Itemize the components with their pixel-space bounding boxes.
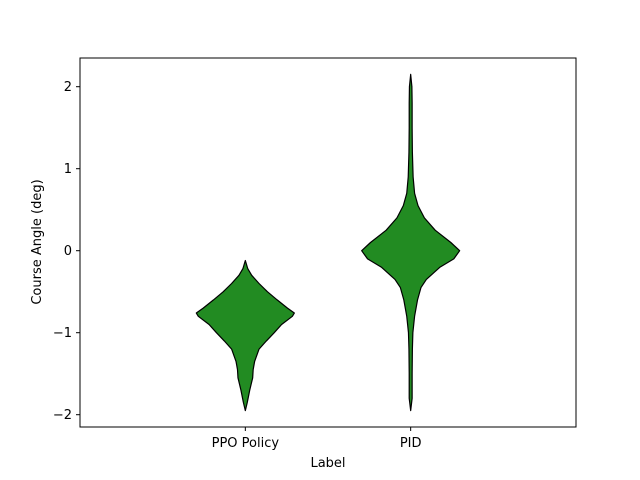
x-axis-ticks: PPO Policy PID bbox=[212, 427, 422, 451]
x-tick-label: PPO Policy bbox=[212, 436, 280, 451]
y-tick-label: 1 bbox=[64, 162, 72, 177]
axes-frame bbox=[79, 57, 577, 428]
violin-pid bbox=[361, 73, 461, 412]
y-axis-ticks: −2 −1 0 1 2 bbox=[53, 80, 80, 423]
y-tick-label: 0 bbox=[64, 244, 72, 259]
y-tick-label: 2 bbox=[64, 80, 72, 95]
y-axis-label: Course Angle (deg) bbox=[30, 179, 45, 304]
violin-ppo-policy bbox=[195, 259, 295, 412]
x-tick-label: PID bbox=[400, 436, 422, 451]
y-tick-label: −2 bbox=[53, 408, 72, 423]
x-axis-label: Label bbox=[310, 456, 345, 471]
y-tick-label: −1 bbox=[53, 326, 72, 341]
plot-area bbox=[195, 73, 461, 412]
